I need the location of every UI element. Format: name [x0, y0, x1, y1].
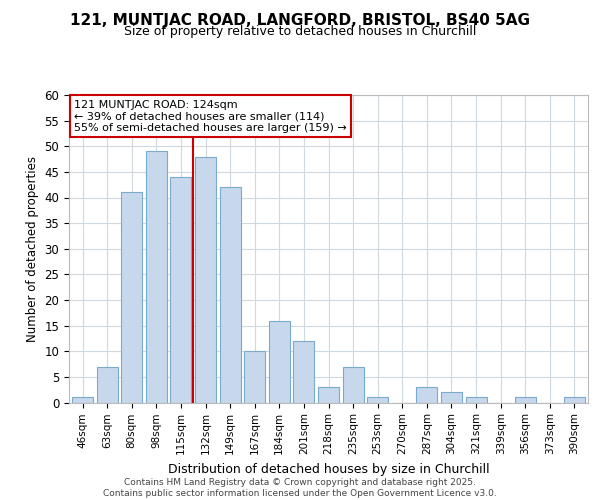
Bar [416, 387, 437, 402]
Bar [515, 398, 536, 402]
Y-axis label: Number of detached properties: Number of detached properties [26, 156, 39, 342]
Bar [220, 187, 241, 402]
Bar [244, 351, 265, 403]
Bar [293, 341, 314, 402]
Bar [97, 366, 118, 402]
Bar [269, 320, 290, 402]
Bar [170, 177, 191, 402]
Bar [343, 366, 364, 402]
Bar [121, 192, 142, 402]
Text: 121 MUNTJAC ROAD: 124sqm
← 39% of detached houses are smaller (114)
55% of semi-: 121 MUNTJAC ROAD: 124sqm ← 39% of detach… [74, 100, 347, 133]
Bar [564, 398, 585, 402]
Text: 121, MUNTJAC ROAD, LANGFORD, BRISTOL, BS40 5AG: 121, MUNTJAC ROAD, LANGFORD, BRISTOL, BS… [70, 12, 530, 28]
Text: Size of property relative to detached houses in Churchill: Size of property relative to detached ho… [124, 25, 476, 38]
Bar [72, 398, 93, 402]
X-axis label: Distribution of detached houses by size in Churchill: Distribution of detached houses by size … [167, 462, 490, 475]
Bar [195, 156, 216, 402]
Bar [466, 398, 487, 402]
Bar [367, 398, 388, 402]
Bar [146, 152, 167, 402]
Text: Contains HM Land Registry data © Crown copyright and database right 2025.
Contai: Contains HM Land Registry data © Crown c… [103, 478, 497, 498]
Bar [318, 387, 339, 402]
Bar [441, 392, 462, 402]
